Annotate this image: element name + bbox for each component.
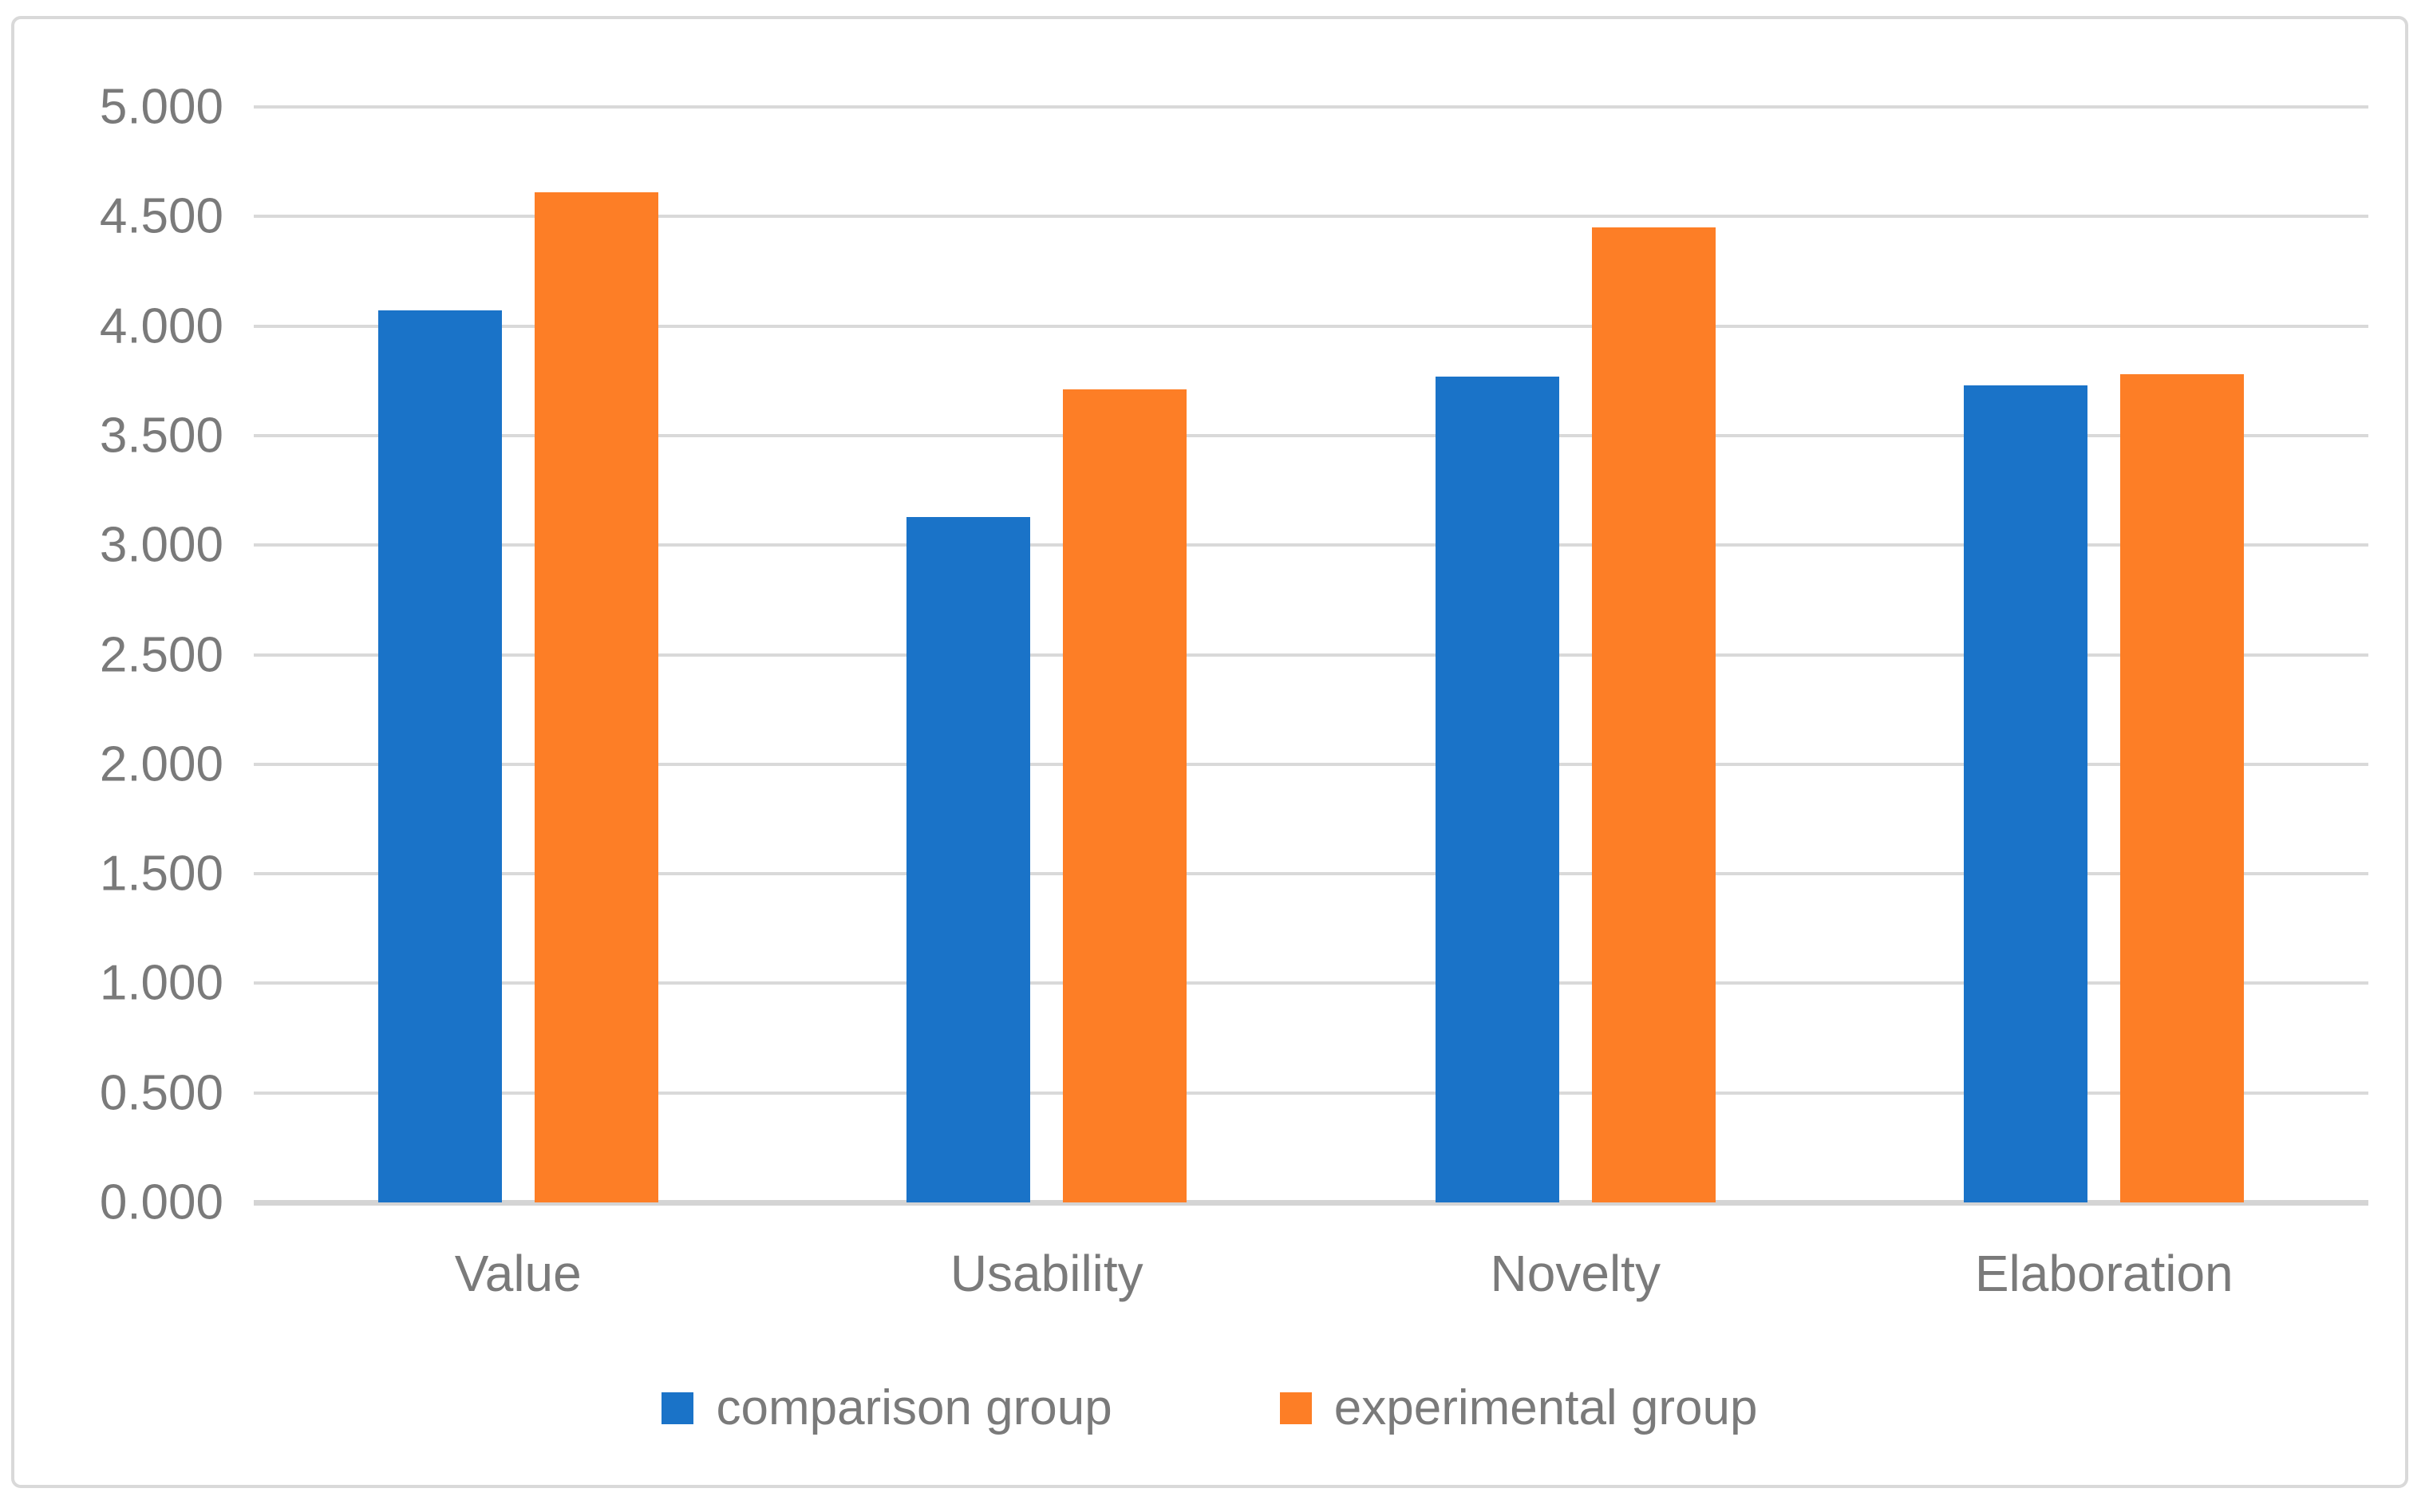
gridline: [254, 653, 2368, 657]
y-tick-label: 1.500: [99, 846, 223, 902]
bar-comparison-group-novelty: [1435, 376, 1559, 1202]
gridline: [254, 762, 2368, 766]
y-tick-label: 2.500: [99, 627, 223, 682]
x-category-label-elaboration: Elaboration: [1974, 1245, 2233, 1302]
chart-frame: 0.000 0.500 1.000 1.500 2.000 2.500 3.000 3.500…: [11, 16, 2408, 1488]
legend: comparison group experimental group: [14, 1380, 2405, 1436]
y-tick-label: 2.000: [99, 736, 223, 792]
legend-swatch-experimental-group: [1279, 1392, 1312, 1424]
x-axis-category-labels: Value Usability Novelty Elaboration: [254, 1244, 2368, 1316]
y-tick-label: 0.500: [99, 1065, 223, 1121]
gridline: [254, 981, 2368, 985]
y-tick-label: 1.000: [99, 955, 223, 1011]
plot-area: [254, 105, 2368, 1206]
y-tick-label: 4.000: [99, 298, 223, 354]
x-category-label-usability: Usability: [950, 1245, 1143, 1302]
x-category-label-novelty: Novelty: [1490, 1245, 1661, 1302]
gridline: [254, 215, 2368, 219]
legend-item-experimental-group: experimental group: [1279, 1380, 1758, 1436]
gridline: [254, 105, 2368, 109]
x-category-label-value: Value: [454, 1245, 582, 1302]
bar-comparison-group-usability: [906, 516, 1031, 1202]
gridline: [254, 543, 2368, 547]
x-axis-line: [254, 1199, 2368, 1206]
gridline: [254, 324, 2368, 328]
bar-comparison-group-elaboration: [1964, 385, 2088, 1202]
y-tick-label: 0.000: [99, 1174, 223, 1230]
bar-comparison-group-value: [377, 310, 502, 1202]
gridline: [254, 872, 2368, 876]
y-tick-label: 3.500: [99, 408, 223, 464]
legend-label: experimental group: [1333, 1380, 1758, 1435]
bar-experimental-group-value: [534, 192, 658, 1202]
y-tick-label: 4.500: [99, 188, 223, 244]
bar-experimental-group-novelty: [1591, 227, 1716, 1202]
y-axis-tick-labels: 0.000 0.500 1.000 1.500 2.000 2.500 3.000 3.500…: [14, 80, 223, 1230]
bar-experimental-group-elaboration: [2120, 374, 2245, 1202]
legend-swatch-comparison-group: [662, 1392, 694, 1424]
legend-label: comparison group: [716, 1380, 1112, 1435]
y-tick-label: 3.000: [99, 517, 223, 573]
legend-item-comparison-group: comparison group: [662, 1380, 1112, 1436]
bar-experimental-group-usability: [1063, 389, 1187, 1202]
gridline: [254, 1091, 2368, 1095]
y-tick-label: 5.000: [99, 79, 223, 135]
gridline: [254, 433, 2368, 437]
